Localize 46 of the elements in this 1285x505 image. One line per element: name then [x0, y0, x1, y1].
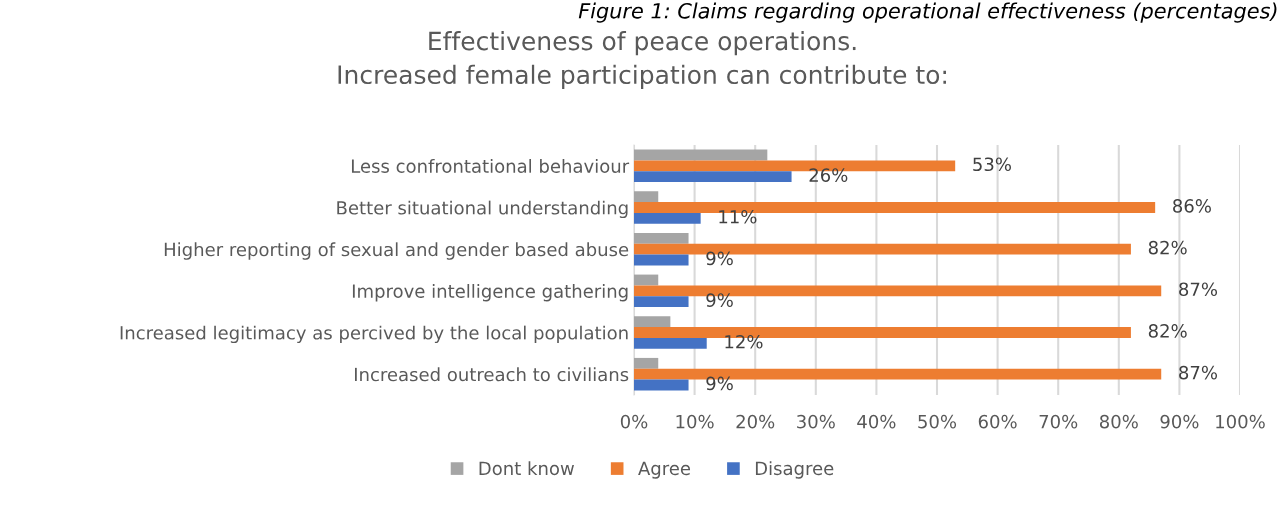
- y-tick-label: Higher reporting of sexual and gender based abuse: [164, 242, 629, 260]
- data-label: 11%: [719, 209, 757, 224]
- bar: [634, 337, 707, 349]
- data-label: 86%: [1173, 199, 1211, 213]
- y-tick-label: Improve intelligence gathering: [352, 283, 628, 302]
- x-tick-label: 70%: [1039, 414, 1078, 429]
- x-tick-label: 90%: [1160, 414, 1199, 429]
- x-tick-label: 30%: [797, 414, 835, 429]
- data-label: 26%: [809, 168, 848, 182]
- x-tick-label: 100%: [1216, 414, 1265, 429]
- bar: [634, 149, 768, 161]
- y-tick-label: Increased outreach to civilians: [354, 367, 629, 382]
- data-label: 9%: [706, 293, 733, 307]
- x-tick-label: 60%: [978, 414, 1017, 429]
- x-tick-label: 0%: [620, 414, 648, 429]
- chart-title: Effectiveness of peace operations. Increased female participation can contribute to:: [338, 31, 946, 89]
- bar: [634, 171, 792, 183]
- y-tick-label: Less confrontational behaviour: [351, 158, 630, 173]
- bar: [634, 357, 659, 369]
- data-label: 87%: [1179, 282, 1218, 297]
- bar: [634, 379, 689, 391]
- x-tick-label: 80%: [1099, 414, 1138, 429]
- data-label: 53%: [973, 157, 1011, 172]
- data-label: 82%: [1148, 240, 1187, 255]
- data-label: 9%: [706, 376, 733, 391]
- y-tick-label: Better situational understanding: [337, 200, 628, 219]
- y-tick-label: Increased legitimacy as percived by the local population: [120, 325, 628, 344]
- bar: [634, 296, 689, 308]
- data-label: 82%: [1148, 324, 1187, 338]
- bar: [634, 316, 671, 328]
- data-label: 12%: [725, 334, 763, 349]
- bar: [634, 274, 659, 286]
- caption: Figure 1: Claims regarding operational effectiveness (percentages): [578, 2, 1277, 23]
- data-label: 9%: [706, 251, 733, 266]
- x-tick-label: 50%: [918, 414, 957, 429]
- legend-label: Agree: [638, 461, 691, 479]
- bar: [634, 212, 701, 224]
- bar: [634, 254, 689, 266]
- data-label: 87%: [1179, 365, 1218, 380]
- x-tick-label: 10%: [676, 414, 714, 429]
- bar: [634, 191, 659, 203]
- x-tick-label: 40%: [857, 414, 896, 429]
- bar: [634, 232, 689, 244]
- legend-label: Dont know: [479, 461, 574, 476]
- x-tick-label: 20%: [736, 414, 775, 429]
- legend-label: Disagree: [755, 461, 834, 479]
